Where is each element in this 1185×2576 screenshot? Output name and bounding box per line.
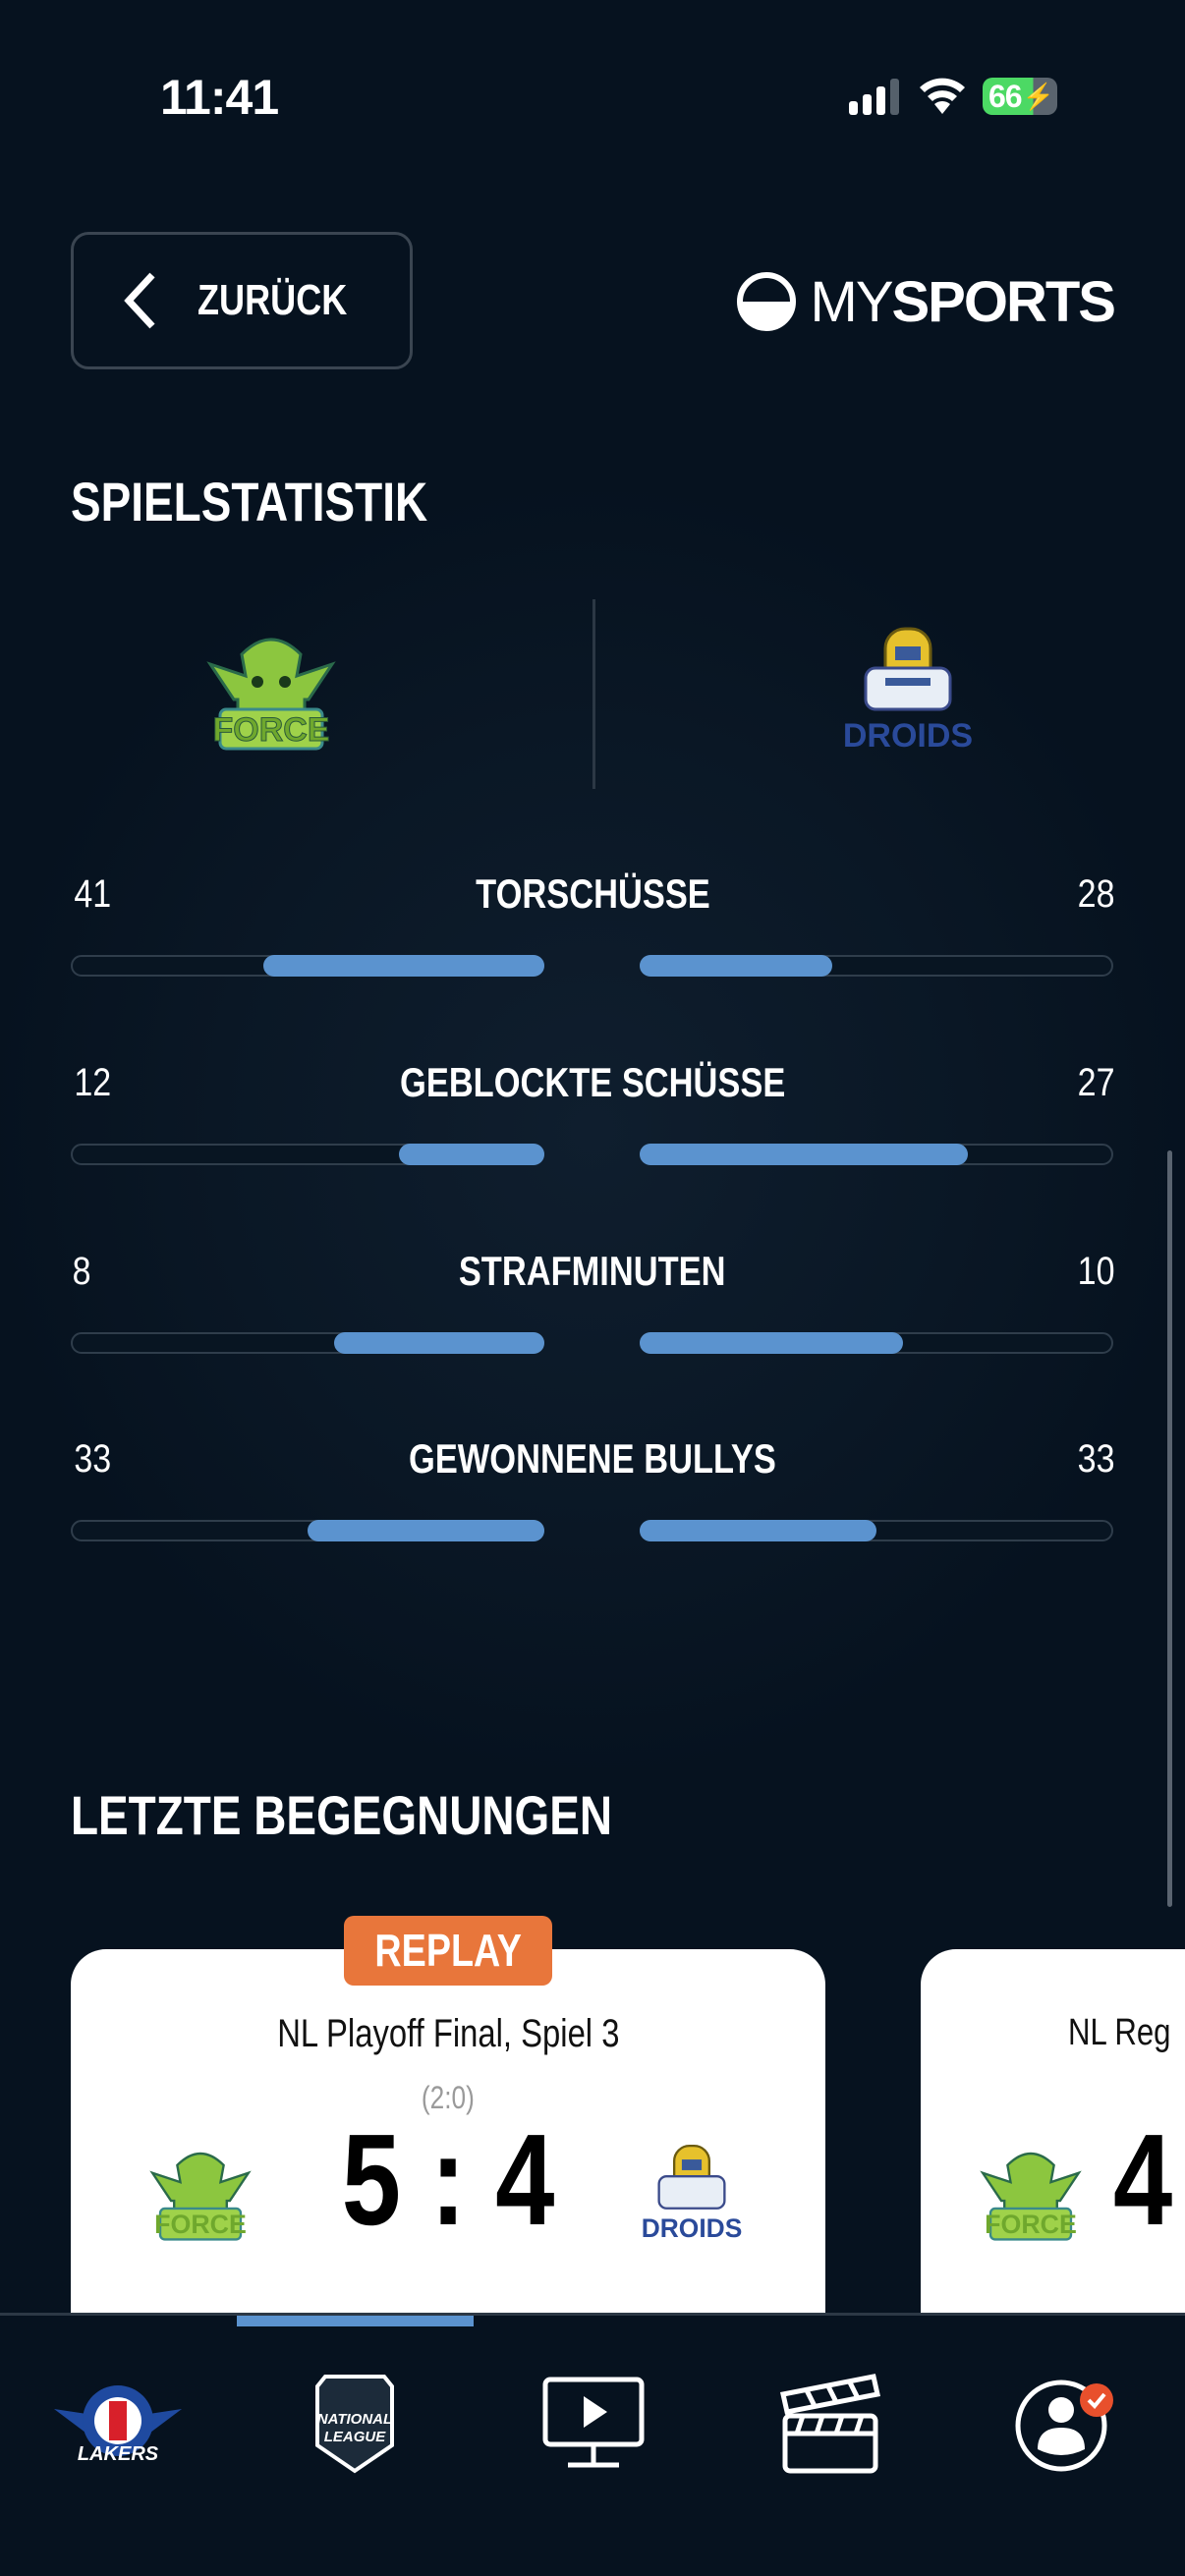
bottom-nav: LAKERS NATIONAL LEAGUE xyxy=(0,2313,1185,2576)
signal-icon xyxy=(849,79,899,115)
replay-badge: REPLAY xyxy=(344,1916,552,1986)
mysports-logo: MY SPORTS xyxy=(736,267,1116,336)
stat-away-bar xyxy=(640,1144,1113,1165)
match-title: NL Playoff Final, Spiel 3 xyxy=(276,2012,620,2055)
stat-label: GEBLOCKTE SCHÜSSE xyxy=(399,1059,786,1105)
stat-label: STRAFMINUTEN xyxy=(459,1248,726,1294)
svg-text:FORCE: FORCE xyxy=(985,2210,1077,2239)
svg-text:FORCE: FORCE xyxy=(213,711,330,749)
status-time: 11:41 xyxy=(160,70,279,125)
stat-away-bar-fill xyxy=(640,1332,903,1354)
svg-text:NATIONAL: NATIONAL xyxy=(317,2411,392,2428)
team-logo-away: DROIDS xyxy=(842,625,974,761)
stat-home-value: 8 xyxy=(72,1250,91,1293)
stat-home-bar xyxy=(71,1332,544,1354)
profile-icon xyxy=(1015,2380,1113,2472)
stat-away-bar-fill xyxy=(640,1144,968,1165)
section-title-recent: LETZTE BEGEGNUNGEN xyxy=(71,1784,613,1846)
active-tab-indicator xyxy=(237,2316,474,2326)
match-score: 4 xyxy=(1113,2107,1173,2252)
clapperboard-icon xyxy=(780,2374,880,2474)
team-logo-home: FORCE xyxy=(206,625,336,761)
stat-home-bar xyxy=(71,1144,544,1165)
mysports-logo-icon xyxy=(736,272,796,331)
battery-level: 66 xyxy=(988,78,1023,114)
match-title: NL Reg xyxy=(1068,2012,1171,2053)
svg-text:LEAGUE: LEAGUE xyxy=(324,2429,387,2445)
teams-divider xyxy=(592,599,595,789)
nav-lakers[interactable]: LAKERS xyxy=(49,2355,187,2492)
stat-home-bar-fill xyxy=(308,1520,544,1541)
wifi-icon xyxy=(920,78,965,114)
card-logo-away: DROIDS xyxy=(641,2142,743,2251)
match-score: 5 : 4 xyxy=(341,2107,555,2252)
battery-icon: 66 ⚡ xyxy=(983,78,1057,115)
svg-text:DROIDS: DROIDS xyxy=(843,717,973,755)
nav-profile[interactable] xyxy=(996,2355,1134,2492)
nav-videos[interactable] xyxy=(762,2355,899,2492)
stat-label: GEWONNENE BULLYS xyxy=(409,1435,776,1482)
stat-home-bar xyxy=(71,1520,544,1541)
stat-away-value: 28 xyxy=(1077,872,1114,916)
stat-away-bar xyxy=(640,1332,1113,1354)
nav-tv[interactable] xyxy=(525,2355,662,2492)
nav-national-league[interactable]: NATIONAL LEAGUE xyxy=(286,2355,423,2492)
lakers-icon: LAKERS xyxy=(54,2385,182,2465)
stat-home-bar xyxy=(71,955,544,977)
status-icons: 66 ⚡ xyxy=(847,77,1057,116)
back-label: ZURÜCK xyxy=(198,276,348,324)
stat-home-bar-fill xyxy=(334,1332,544,1354)
stat-away-value: 10 xyxy=(1077,1250,1114,1293)
chevron-left-icon xyxy=(124,272,155,329)
match-period-score: (2:0) xyxy=(422,2080,475,2115)
scrollbar[interactable] xyxy=(1167,1150,1172,1907)
stat-away-bar xyxy=(640,955,1113,977)
svg-text:LAKERS: LAKERS xyxy=(78,2443,159,2465)
svg-text:FORCE: FORCE xyxy=(154,2210,247,2239)
match-card[interactable]: NL Reg FORCE 4 xyxy=(921,1949,1185,2313)
svg-text:DROIDS: DROIDS xyxy=(642,2213,743,2243)
stat-label: TORSCHÜSSE xyxy=(475,870,710,917)
back-button[interactable]: ZURÜCK xyxy=(71,232,413,369)
card-logo-home: FORCE xyxy=(149,2142,252,2251)
stat-home-bar-fill xyxy=(399,1144,544,1165)
stat-away-bar-fill xyxy=(640,1520,876,1541)
stat-home-bar-fill xyxy=(263,955,544,977)
stat-home-value: 33 xyxy=(74,1437,112,1481)
tv-play-icon xyxy=(542,2377,645,2468)
stat-away-value: 33 xyxy=(1077,1437,1114,1481)
stat-away-value: 27 xyxy=(1077,1061,1114,1104)
stat-away-bar-fill xyxy=(640,955,832,977)
section-title-stats: SPIELSTATISTIK xyxy=(71,471,428,532)
stat-home-value: 12 xyxy=(74,1061,112,1104)
stat-away-bar xyxy=(640,1520,1113,1541)
stat-home-value: 41 xyxy=(74,872,112,916)
card-logo-home: FORCE xyxy=(980,2142,1082,2251)
match-card[interactable]: NL Playoff Final, Spiel 3 (2:0) FORCE 5 … xyxy=(71,1949,825,2313)
